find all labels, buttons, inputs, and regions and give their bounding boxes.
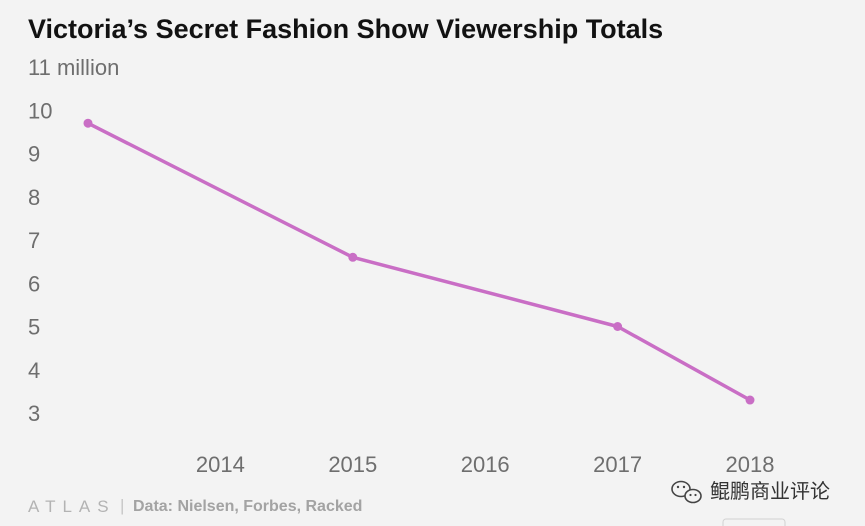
y-tick-label: 8 — [28, 185, 40, 210]
y-tick-label: 10 — [28, 98, 52, 123]
x-axis-ticks: 2014 2015 2016 2017 2018 — [196, 452, 775, 477]
series-line — [86, 121, 752, 402]
source-note: Data: Nielsen, Forbes, Racked — [133, 498, 362, 515]
x-tick-label: 2016 — [461, 452, 510, 477]
atlas-logo: ATLAS — [28, 497, 116, 516]
x-tick-label: 2015 — [328, 452, 377, 477]
corner-box — [722, 518, 786, 526]
y-tick-label: 3 — [28, 401, 40, 426]
footer-separator: | — [120, 496, 124, 515]
y-axis-ticks: 11 million 10 9 8 7 6 5 4 3 — [28, 55, 119, 426]
wechat-icon — [671, 480, 702, 504]
y-tick-label: 6 — [28, 271, 40, 296]
y-tick-label: 5 — [28, 315, 40, 340]
watermark-text: 鲲鹏商业评论 — [710, 479, 830, 503]
y-tick-label: 4 — [28, 358, 40, 383]
data-point — [613, 322, 623, 331]
series-points — [83, 118, 755, 405]
chart-title: Victoria’s Secret Fashion Show Viewershi… — [28, 14, 663, 44]
x-tick-label: 2017 — [593, 452, 642, 477]
y-tick-label: 9 — [28, 142, 40, 167]
footer: ATLAS | Data: Nielsen, Forbes, Racked — [28, 496, 362, 516]
x-tick-label: 2018 — [726, 452, 775, 477]
data-point — [83, 118, 93, 128]
data-point — [348, 252, 358, 262]
watermark: 鲲鹏商业评论 — [671, 479, 830, 504]
y-tick-label: 11 million — [28, 55, 119, 80]
x-tick-label: 2014 — [196, 452, 245, 477]
y-tick-label: 7 — [28, 228, 40, 253]
data-point — [745, 395, 755, 405]
